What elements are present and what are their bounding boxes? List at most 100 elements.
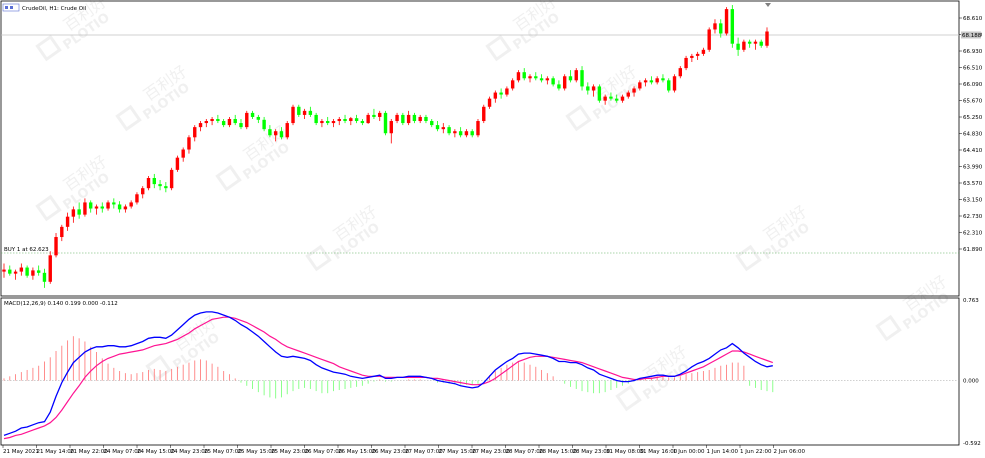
candle-body [239,123,243,128]
candle-body [302,110,307,115]
candle-body [297,106,301,115]
candle-body [458,131,463,136]
candle-body [539,78,544,81]
candle-body [545,78,550,81]
candle-body [690,55,694,58]
candle-body [60,226,64,238]
candle-body [169,169,174,189]
current-price-badge [961,31,981,39]
time-tick-label: 28 May 07:00 [506,449,544,455]
price-tick-label: 68.610 [963,16,983,22]
candle-body [25,267,29,276]
candle-body [424,116,428,122]
candle-body [672,76,677,91]
candle-body [158,184,162,187]
candle-body [649,80,654,83]
price-tick-label: 62.730 [963,214,983,220]
candle-body [719,23,723,34]
candle-body [695,53,700,56]
candle-body [453,131,457,134]
candle-body [83,202,87,215]
candle-body [181,149,185,158]
time-tick-label: 1 Jun 00:00 [673,449,705,455]
price-tick-label: 64.410 [963,148,983,154]
candle-body [349,118,353,122]
macd-tick-label: -0.592 [963,441,981,447]
watermark-logo-icon [215,164,242,192]
candle-body [268,129,272,136]
candle-body [100,206,104,209]
candle-body [152,178,156,185]
buy-order-label: BUY 1 at 62.623 [4,247,49,253]
candle-body [447,127,451,134]
candle-body [724,9,729,34]
time-tick-label: 31 May 08:00 [606,449,644,455]
candle-body [193,127,197,138]
candle-body [499,92,503,95]
candle-body [476,121,480,136]
candle-body [320,121,324,124]
candle-body [325,121,330,124]
macd-panel[interactable] [0,297,960,446]
price-tick-label: 63.570 [963,181,983,187]
candle-body [430,121,434,126]
candle-body [383,112,388,134]
candle-body [256,116,261,120]
candle-body [401,114,405,124]
candle-body [412,114,417,122]
watermark-logo-icon [145,354,172,382]
price-tick-label: 62.310 [963,231,983,237]
candle-body [245,112,249,128]
candle-body [354,118,359,122]
time-tick-label: 24 May 23:00 [171,449,209,455]
watermark-logo-icon [485,34,512,62]
chart-shift-marker[interactable] [765,3,771,7]
time-tick-label: 1 Jun 22:00 [740,449,772,455]
candle-body [562,76,567,89]
candle-body [89,202,93,209]
candle-body [684,57,688,69]
candle-body [366,114,370,124]
candle-body [13,271,18,274]
price-tick-label: 61.890 [963,247,983,253]
candle-body [141,188,145,195]
candle-body [135,194,139,203]
candle-body [557,84,561,89]
candle-body [216,118,220,122]
candle-body [730,9,735,44]
candle-body [65,216,70,227]
macd-indicator-label: MACD(12,26,9) 0.140 0.199 0.000 -0.112 [4,301,118,307]
candle-body [48,255,52,282]
candle-body [77,209,81,215]
watermark-logo-icon [115,104,142,132]
candle-body [435,125,440,130]
candle-body [591,86,596,91]
candle-body [534,76,538,79]
candle-body [586,86,590,91]
price-tick-label: 66.090 [963,82,983,88]
candle-body [117,204,122,210]
time-tick-label: 27 May 07:00 [405,449,443,455]
candle-body [360,121,365,124]
time-tick-label: 25 May 15:00 [238,449,276,455]
watermark-logo-icon [615,384,642,412]
time-tick-label: 24 May 15:00 [137,449,175,455]
macd-tick-label: 0.763 [963,298,979,304]
candle-body [626,92,630,97]
candle-body [42,272,47,282]
candle-body [164,186,168,189]
candle-body [753,41,758,44]
watermark-logo-icon [305,244,332,272]
candle-body [482,106,486,122]
time-tick-label: 31 May 16:00 [640,449,678,455]
candle-body [198,123,203,128]
candle-body [285,123,289,138]
price-tick-label: 66.510 [963,66,983,72]
candle-body [31,270,35,276]
candle-body [71,209,76,217]
candle-body [418,116,422,122]
price-panel[interactable] [0,0,960,297]
candle-body [372,114,376,117]
